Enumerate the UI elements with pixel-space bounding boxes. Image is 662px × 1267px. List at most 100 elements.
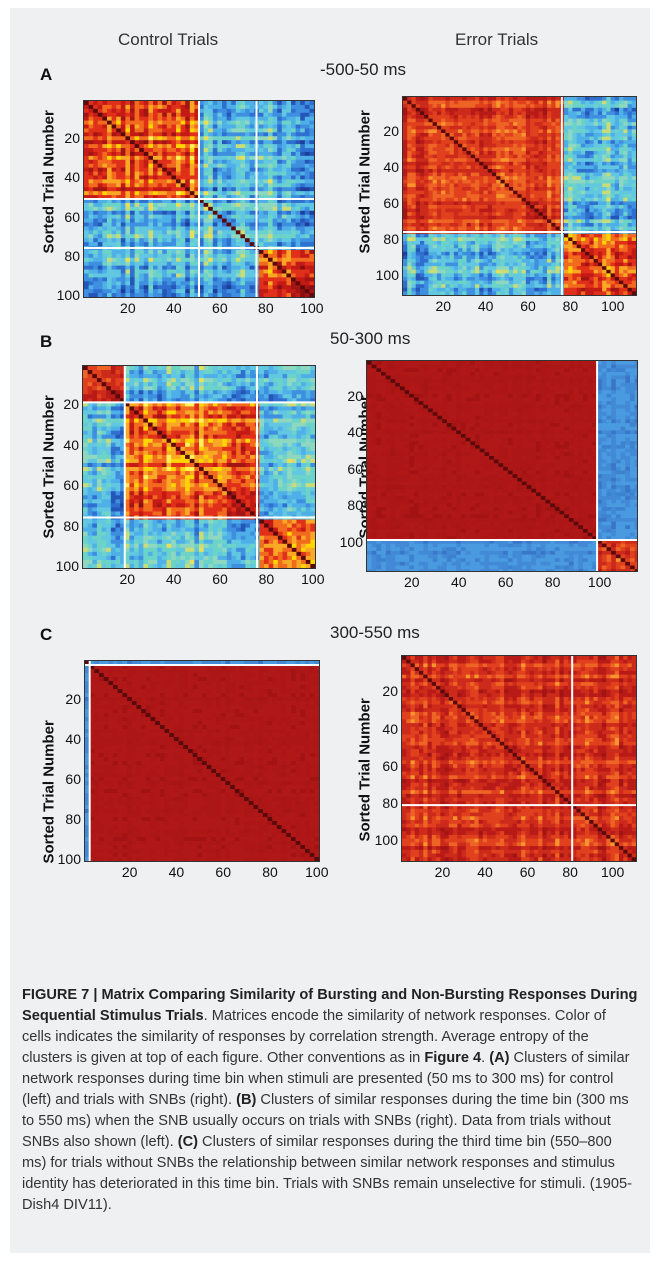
heatmap-cell	[500, 100, 506, 105]
heatmap-cell	[513, 165, 518, 170]
heatmap-cell	[291, 116, 297, 122]
heatmap-cell	[496, 125, 502, 130]
heatmap-cell	[449, 226, 455, 231]
heatmap-cell	[623, 251, 629, 256]
heatmap-cell	[203, 155, 209, 161]
heatmap-cell	[568, 136, 574, 141]
heatmap-cell	[585, 125, 590, 130]
heatmap-cell	[453, 165, 459, 170]
heatmap-cell	[222, 265, 228, 271]
heatmap-cell	[500, 244, 506, 249]
heatmap-cell	[120, 132, 126, 137]
heatmap-cell	[130, 132, 136, 137]
heatmap-cell	[309, 218, 314, 224]
heatmap-cell	[102, 277, 108, 282]
heatmap-cell	[277, 163, 283, 169]
heatmap-cell	[555, 194, 561, 199]
heatmap-cell	[291, 104, 297, 110]
heatmap-cell	[585, 241, 590, 246]
heatmap-cell	[449, 201, 455, 206]
heatmap-cell	[130, 101, 136, 106]
heatmap-cell	[125, 285, 131, 290]
heatmap-cell	[208, 155, 214, 161]
heatmap-cell	[479, 237, 485, 242]
heatmap-cell	[212, 124, 218, 130]
heatmap-cell	[551, 194, 557, 199]
heatmap-cell	[281, 148, 287, 153]
heatmap-cell	[530, 223, 535, 228]
heatmap-cell	[300, 112, 306, 118]
heatmap-cell	[309, 230, 314, 235]
heatmap-cell	[295, 195, 301, 200]
heatmap-cell	[504, 111, 510, 116]
heatmap-cell	[623, 154, 629, 159]
heatmap-cell	[281, 238, 287, 243]
heatmap-cell	[134, 155, 140, 161]
heatmap-cell	[403, 255, 408, 260]
heatmap-cell	[542, 111, 548, 116]
heatmap-cell	[286, 253, 292, 259]
heatmap-cell	[424, 197, 430, 202]
heatmap-cell	[551, 219, 557, 224]
heatmap-cell	[203, 183, 209, 188]
heatmap-cell	[268, 253, 274, 259]
heatmap-cell	[97, 140, 103, 145]
heatmap-cell	[291, 151, 297, 157]
heatmap-cell	[130, 218, 136, 224]
heatmap-cell	[593, 107, 599, 112]
heatmap-cell	[97, 222, 103, 228]
heatmap-cell	[111, 202, 117, 208]
heatmap-cell	[272, 175, 278, 180]
heatmap-cell	[576, 154, 582, 159]
heatmap-cell	[235, 277, 241, 282]
heatmap-cell	[139, 195, 145, 200]
heatmap-cell	[286, 171, 292, 177]
heatmap-cell	[521, 241, 527, 246]
heatmap-cell	[217, 214, 223, 220]
heatmap-cell	[102, 155, 108, 161]
heatmap-cell	[97, 249, 103, 255]
heatmap-cell	[449, 187, 455, 192]
heatmap-cell	[268, 249, 274, 255]
heatmap-cell	[93, 171, 99, 177]
heatmap-cell	[295, 277, 301, 282]
heatmap-cell	[610, 244, 616, 249]
heatmap-cell	[572, 161, 578, 166]
heatmap-cell	[479, 125, 485, 130]
heatmap-cell	[258, 289, 264, 294]
heatmap-cell	[572, 208, 578, 213]
heatmap-cell	[102, 101, 108, 106]
heatmap-cell	[496, 251, 502, 256]
heatmap-cell	[194, 140, 200, 145]
heatmap-cell	[466, 158, 472, 163]
heatmap-cell	[263, 120, 269, 126]
heatmap-cell	[107, 238, 113, 243]
heatmap-cell	[419, 212, 425, 217]
heatmap-cell	[300, 277, 306, 282]
heatmap-cell	[304, 148, 310, 153]
heatmap-cell	[111, 167, 117, 173]
heatmap-cell	[304, 120, 310, 126]
heatmap-cell	[235, 187, 241, 192]
heatmap-cell	[176, 101, 182, 106]
heatmap-cell	[563, 223, 569, 228]
heatmap-cell	[441, 165, 446, 170]
heatmap-cell	[235, 183, 241, 188]
heatmap-cell	[491, 140, 497, 145]
heatmap-cell	[125, 265, 131, 271]
heatmap-cell	[134, 277, 140, 282]
heatmap-cell	[407, 140, 413, 145]
heatmap-cell	[428, 133, 434, 138]
heatmap-cell	[525, 143, 531, 148]
heatmap-cell	[534, 147, 540, 152]
heatmap-cell	[148, 257, 154, 263]
heatmap-cell	[470, 255, 476, 260]
heatmap-cell	[419, 201, 425, 206]
heatmap-cell	[240, 285, 246, 290]
heatmap-cell	[610, 241, 616, 246]
heatmap-cell	[180, 179, 186, 184]
heatmap-cell	[272, 167, 278, 173]
heatmap-cell	[180, 175, 186, 180]
heatmap-cell	[176, 191, 182, 196]
heatmap-cell	[593, 190, 599, 195]
